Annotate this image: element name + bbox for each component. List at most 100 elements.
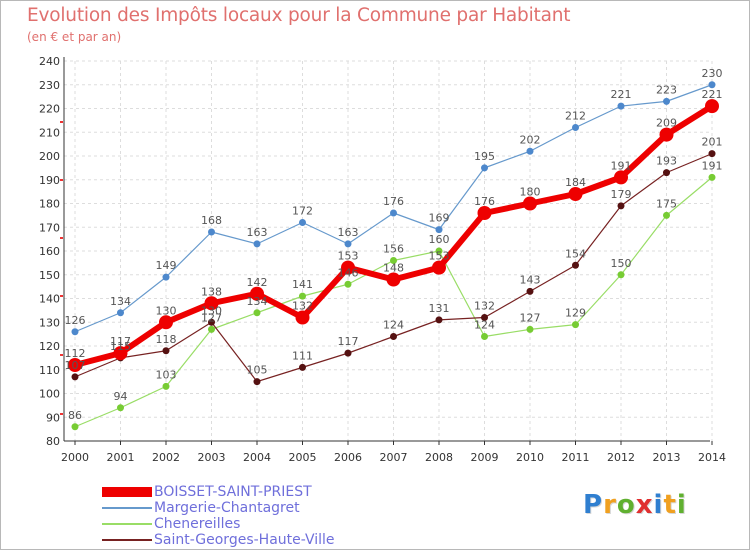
- data-label: 230: [702, 67, 723, 80]
- y-tick-label: 180: [39, 198, 60, 211]
- x-tick-label: 2008: [425, 451, 453, 464]
- x-tick-label: 2006: [334, 451, 362, 464]
- data-label: 143: [520, 273, 541, 286]
- chart-title: Evolution des Impôts locaux pour la Comm…: [27, 5, 571, 26]
- data-label: 223: [656, 83, 677, 96]
- data-label: 160: [429, 233, 450, 246]
- x-tick-label: 2009: [471, 451, 499, 464]
- data-label: 179: [611, 188, 632, 201]
- data-label: 169: [429, 212, 450, 225]
- data-label: 184: [565, 176, 586, 189]
- y-tick-label: 130: [39, 316, 60, 329]
- y-tick-label: 230: [39, 79, 60, 92]
- data-point: [663, 97, 670, 105]
- data-label: 180: [520, 186, 541, 199]
- y-tick-label: 150: [39, 269, 60, 282]
- data-point: [299, 363, 306, 371]
- data-point: [204, 296, 219, 311]
- data-point: [208, 325, 215, 333]
- data-label: 132: [292, 300, 313, 313]
- legend-label-margerie: Margerie-Chantagret: [154, 500, 300, 516]
- data-label: 176: [474, 195, 495, 208]
- legend-swatch-margerie: [102, 507, 152, 509]
- data-label: 195: [474, 150, 495, 163]
- data-label: 202: [520, 133, 541, 146]
- data-label: 156: [383, 243, 404, 256]
- data-label: 150: [611, 257, 632, 270]
- data-point: [572, 261, 579, 269]
- data-point: [253, 309, 261, 317]
- data-point: [572, 321, 579, 329]
- y-tick-label: 240: [39, 55, 60, 68]
- data-point: [299, 292, 306, 300]
- data-point: [295, 310, 310, 325]
- data-point: [162, 382, 170, 390]
- data-point: [162, 273, 170, 281]
- data-point: [617, 202, 625, 210]
- data-label: 175: [656, 197, 677, 210]
- logo-letter: i: [653, 490, 664, 520]
- data-label: 201: [702, 136, 723, 149]
- data-label: 141: [292, 278, 313, 291]
- data-label: 124: [474, 319, 495, 332]
- data-label: 154: [565, 247, 586, 260]
- data-label: 124: [383, 319, 404, 332]
- y-tick-label: 110: [39, 364, 60, 377]
- data-point: [708, 81, 716, 89]
- data-point: [390, 333, 397, 340]
- x-tick-label: 2011: [562, 451, 590, 464]
- data-point: [113, 346, 128, 361]
- y-tick-label: 170: [39, 221, 60, 234]
- data-point: [71, 328, 79, 336]
- data-label: 86: [68, 409, 82, 422]
- data-label: 191: [611, 159, 632, 172]
- proxiti-logo: Proxiti: [583, 490, 687, 520]
- x-tick-label: 2004: [243, 451, 271, 464]
- data-label: 146: [338, 266, 359, 279]
- data-label: 117: [110, 335, 131, 348]
- data-point: [344, 240, 352, 248]
- x-tick-label: 2012: [607, 451, 635, 464]
- data-point: [659, 127, 674, 142]
- data-label: 127: [520, 311, 541, 324]
- data-label: 131: [429, 302, 450, 315]
- data-label: 129: [565, 307, 586, 320]
- data-label: 117: [338, 335, 359, 348]
- data-label: 107: [65, 359, 86, 372]
- data-label: 112: [65, 347, 86, 360]
- data-label: 130: [201, 304, 222, 317]
- data-point: [526, 325, 534, 333]
- data-point: [390, 209, 397, 217]
- legend-swatch-boisset: [102, 487, 152, 497]
- data-point: [705, 99, 719, 114]
- data-point: [568, 187, 583, 201]
- data-label: 132: [474, 300, 495, 313]
- data-point: [526, 147, 534, 155]
- data-point: [341, 260, 355, 275]
- data-label: 105: [247, 364, 268, 377]
- data-point: [708, 150, 716, 158]
- y-tick-label: 80: [46, 435, 60, 448]
- data-point: [208, 318, 215, 326]
- data-point: [477, 206, 492, 220]
- data-point: [250, 286, 264, 301]
- data-point: [386, 272, 401, 287]
- data-label: 126: [65, 314, 86, 327]
- data-label: 115: [110, 340, 131, 353]
- y-tick-label: 120: [39, 340, 60, 353]
- data-point: [159, 315, 173, 330]
- data-point: [481, 333, 488, 340]
- y-tick-label: 140: [39, 293, 60, 306]
- legend-label-chenereilles: Chenereilles: [154, 516, 241, 532]
- data-point: [299, 219, 306, 226]
- data-label: 176: [383, 195, 404, 208]
- data-point: [617, 271, 625, 279]
- y-tick-label: 190: [39, 174, 60, 187]
- data-label: 191: [702, 159, 723, 172]
- data-point: [481, 164, 488, 172]
- data-label: 103: [156, 368, 177, 381]
- data-label: 148: [383, 262, 404, 275]
- data-point: [162, 347, 170, 355]
- x-tick-label: 2002: [152, 451, 180, 464]
